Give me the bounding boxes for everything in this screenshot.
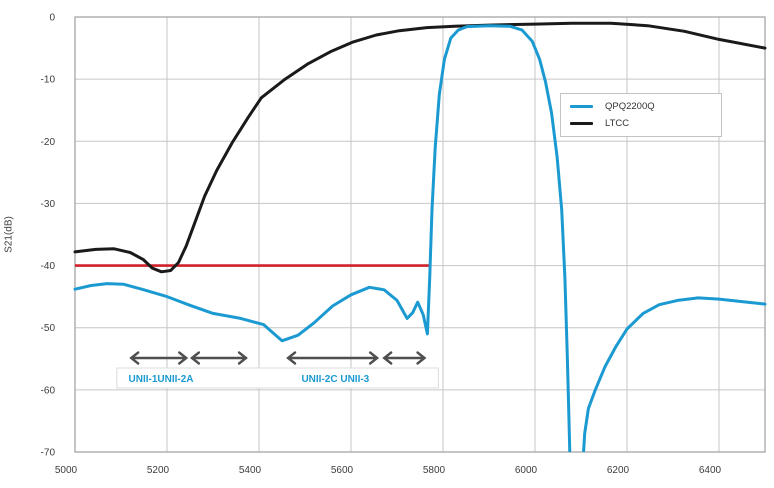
x-tick-label: 5000: [55, 465, 78, 476]
series-group: [73, 21, 767, 452]
band-arrow-unii-2c: [286, 351, 380, 365]
legend-label-qpq2200q: QPQ2200Q: [605, 100, 655, 112]
x-tick-labels: 5000 5200 5400 5600 5800 6000 6200 6400: [55, 465, 722, 476]
y-tick-label: -10: [41, 75, 56, 86]
band-arrow-unii-3: [382, 351, 427, 365]
y-tick-label: -30: [41, 199, 56, 210]
plot-border: [74, 16, 766, 453]
x-tick-label: 5200: [147, 465, 170, 476]
y-tick-labels: 0 -10 -20 -30 -40 -50 -60 -70: [41, 13, 56, 459]
y-tick-label: -50: [41, 323, 56, 334]
legend-swatch-ltcc: [570, 122, 593, 126]
x-tick-label: 6200: [607, 465, 630, 476]
series-line-ltcc: [73, 21, 767, 274]
unii-band-label: UNII-2C UNII-3: [301, 374, 369, 385]
band-arrow-unii-2a: [189, 351, 248, 365]
series-line-qpq2200q: [73, 24, 767, 452]
y-tick-label: -60: [41, 385, 56, 396]
x-tick-label: 6000: [515, 465, 538, 476]
band-arrow-unii-1: [129, 351, 189, 365]
x-tick-label: 5600: [331, 465, 354, 476]
y-tick-label: -40: [41, 261, 56, 272]
y-tick-label: 0: [49, 13, 55, 24]
band-arrows: [129, 351, 427, 365]
x-tick-label: 5400: [239, 465, 262, 476]
legend: QPQ2200Q LTCC: [560, 93, 722, 137]
legend-item-qpq2200q: QPQ2200Q: [570, 101, 721, 112]
unii-label-band: [116, 367, 439, 389]
legend-label-ltcc: LTCC: [605, 118, 630, 130]
y-axis-title: S21(dB): [3, 216, 15, 253]
legend-item-ltcc: LTCC: [570, 118, 721, 129]
legend-swatch-qpq2200q: [570, 104, 593, 108]
y-tick-label: -70: [41, 448, 56, 459]
y-tick-label: -20: [41, 137, 56, 148]
unii-band-label: UNII-1UNII-2A: [129, 374, 194, 385]
x-tick-label: 6400: [699, 465, 722, 476]
x-tick-label: 5800: [423, 465, 446, 476]
